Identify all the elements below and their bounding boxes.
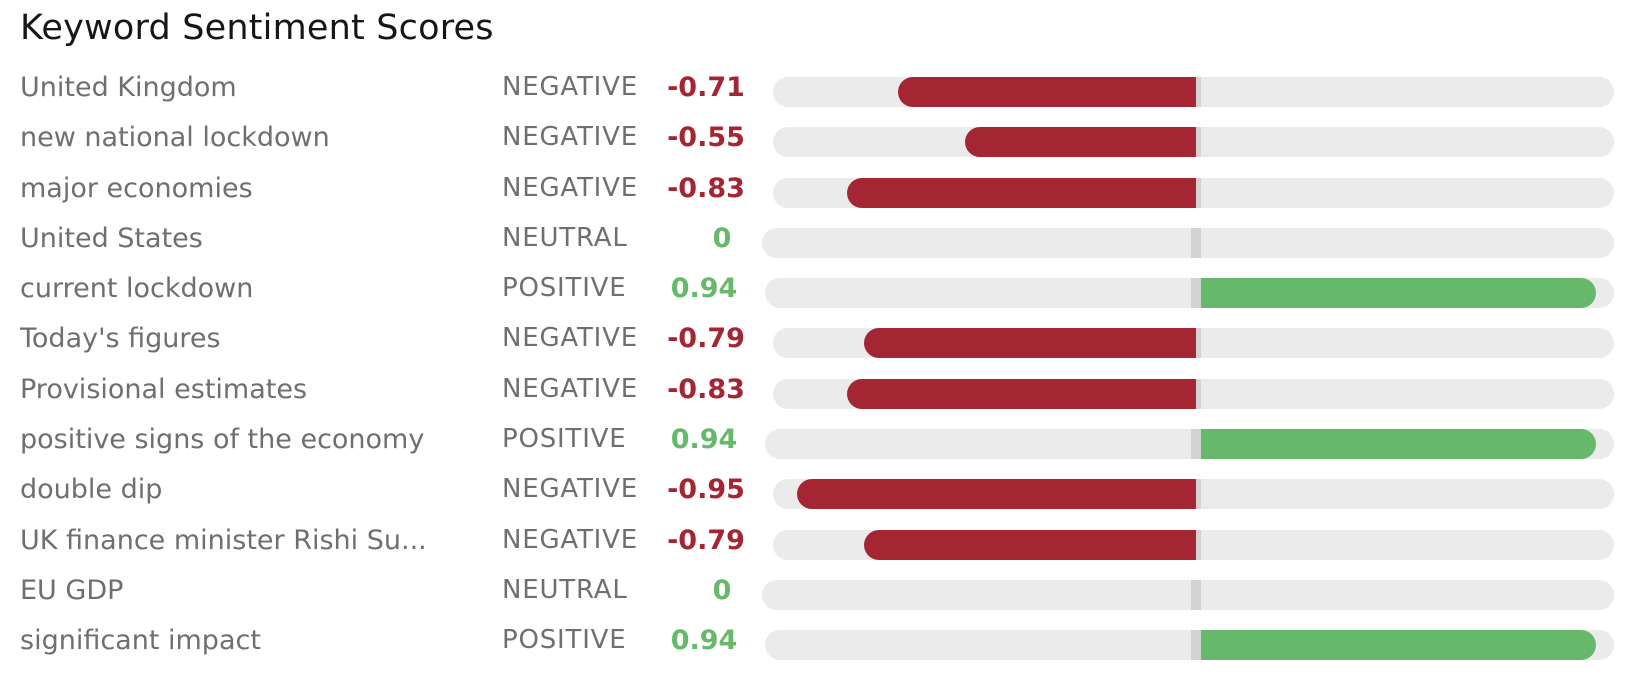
score-bar bbox=[1201, 429, 1596, 460]
sentiment-row: new national lockdown NEGATIVE -0.55 bbox=[0, 116, 1648, 166]
zero-marker bbox=[1191, 127, 1201, 158]
score-value: 0.94 bbox=[670, 273, 738, 305]
sentiment-row: significant impact POSITIVE 0.94 bbox=[0, 619, 1648, 669]
sentiment-row: Provisional estimates NEGATIVE -0.83 bbox=[0, 368, 1648, 418]
score-value: -0.95 bbox=[667, 474, 745, 506]
sentiment-label: NEGATIVE bbox=[502, 373, 638, 404]
score-value: -0.79 bbox=[667, 323, 745, 355]
score-value: -0.83 bbox=[667, 373, 745, 405]
score-track bbox=[762, 227, 1614, 258]
zero-marker bbox=[1191, 429, 1201, 460]
score-value: -0.83 bbox=[667, 172, 745, 204]
keyword-label: double dip bbox=[20, 474, 163, 506]
score-bar bbox=[1201, 630, 1596, 661]
sentiment-row: current lockdown POSITIVE 0.94 bbox=[0, 267, 1648, 317]
keyword-label: Today's figures bbox=[20, 323, 221, 355]
sentiment-row: Today's figures NEGATIVE -0.79 bbox=[0, 317, 1648, 367]
sentiment-row: positive signs of the economy POSITIVE 0.9… bbox=[0, 418, 1648, 468]
zero-marker bbox=[1191, 579, 1201, 610]
score-value: -0.71 bbox=[667, 72, 745, 103]
zero-marker bbox=[1191, 227, 1201, 258]
sentiment-row: United States NEUTRAL 0 bbox=[0, 217, 1648, 267]
sentiment-rows: United Kingdom NEGATIVE -0.71 new national … bbox=[0, 66, 1648, 670]
sentiment-label: NEGATIVE bbox=[502, 122, 638, 153]
zero-marker bbox=[1191, 328, 1201, 359]
sentiment-label: POSITIVE bbox=[502, 273, 627, 304]
zero-marker bbox=[1191, 378, 1201, 409]
sentiment-label: POSITIVE bbox=[502, 625, 627, 656]
sentiment-label: NEGATIVE bbox=[502, 474, 638, 505]
score-value: 0 bbox=[712, 222, 732, 254]
zero-marker bbox=[1191, 177, 1201, 208]
score-value: -0.79 bbox=[667, 524, 745, 556]
keyword-label: UK finance minister Rishi Su... bbox=[20, 524, 427, 556]
keyword-label: current lockdown bbox=[20, 273, 254, 305]
score-bar bbox=[847, 177, 1196, 208]
score-bar bbox=[1201, 278, 1596, 309]
chart-title: Keyword Sentiment Scores bbox=[20, 8, 494, 48]
keyword-label: major economies bbox=[20, 172, 253, 204]
keyword-label: significant impact bbox=[20, 625, 261, 657]
sentiment-label: NEUTRAL bbox=[502, 574, 628, 605]
keyword-label: United Kingdom bbox=[20, 72, 237, 103]
sentiment-row: United Kingdom NEGATIVE -0.71 bbox=[0, 66, 1648, 116]
zero-marker bbox=[1191, 77, 1201, 107]
keyword-label: Provisional estimates bbox=[20, 373, 308, 405]
score-bar bbox=[965, 127, 1196, 158]
score-track bbox=[762, 579, 1614, 610]
keyword-label: United States bbox=[20, 222, 203, 254]
sentiment-row: double dip NEGATIVE -0.95 bbox=[0, 468, 1648, 518]
sentiment-row: EU GDP NEUTRAL 0 bbox=[0, 569, 1648, 619]
score-value: -0.55 bbox=[667, 122, 745, 154]
score-bar bbox=[847, 378, 1196, 409]
zero-marker bbox=[1191, 630, 1201, 661]
zero-marker bbox=[1191, 278, 1201, 309]
sentiment-label: NEGATIVE bbox=[502, 72, 638, 102]
sentiment-label: NEGATIVE bbox=[502, 323, 638, 354]
keyword-label: EU GDP bbox=[20, 574, 124, 606]
zero-marker bbox=[1191, 479, 1201, 510]
sentiment-label: NEGATIVE bbox=[502, 172, 638, 203]
sentiment-label: NEGATIVE bbox=[502, 524, 638, 555]
score-value: 0.94 bbox=[670, 424, 738, 456]
sentiment-row: UK finance minister Rishi Su... NEGATIVE -… bbox=[0, 519, 1648, 569]
zero-marker bbox=[1191, 529, 1201, 560]
sentiment-label: POSITIVE bbox=[502, 424, 627, 455]
keyword-label: positive signs of the economy bbox=[20, 424, 425, 456]
sentiment-label: NEUTRAL bbox=[502, 222, 628, 253]
score-bar bbox=[864, 529, 1196, 560]
keyword-label: new national lockdown bbox=[20, 122, 330, 154]
score-bar bbox=[797, 479, 1196, 510]
score-bar bbox=[897, 77, 1196, 107]
score-bar bbox=[864, 328, 1196, 359]
sentiment-row: major economies NEGATIVE -0.83 bbox=[0, 167, 1648, 217]
score-value: 0 bbox=[712, 574, 732, 606]
score-value: 0.94 bbox=[670, 625, 738, 657]
